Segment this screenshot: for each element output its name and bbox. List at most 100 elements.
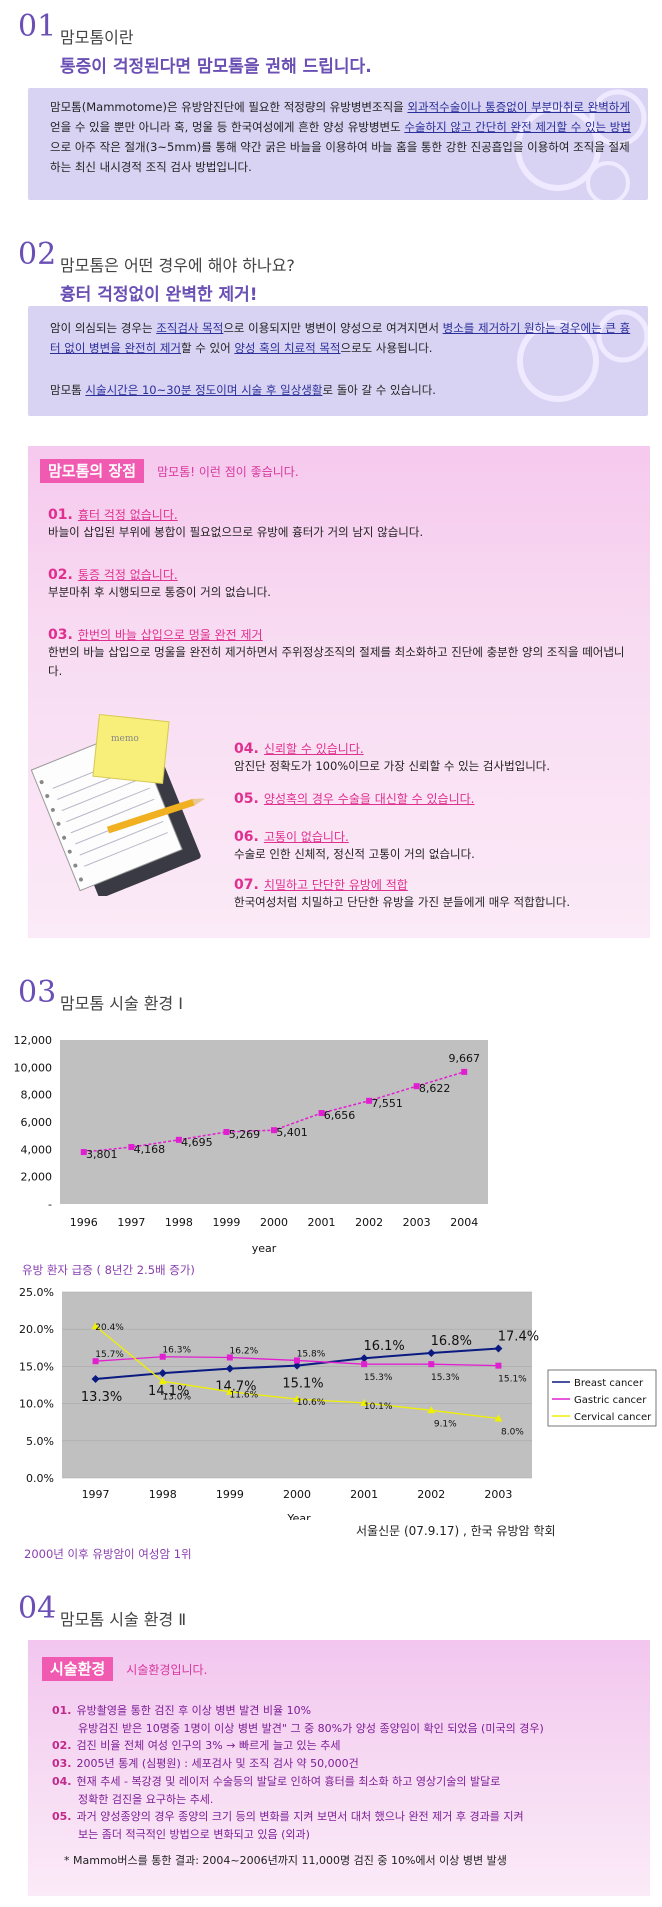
data-point [360, 1398, 369, 1406]
data-label: 13.0% [162, 1392, 191, 1402]
section-04-number: 04 [18, 1591, 57, 1626]
advantage-desc: 수술로 인한 신체적, 정신적 고통이 거의 없습니다. [234, 847, 475, 861]
section-03-number: 03 [18, 975, 57, 1010]
data-point [80, 1149, 87, 1156]
data-point [92, 1358, 99, 1365]
data-point [427, 1349, 436, 1358]
plot-area [62, 1292, 532, 1478]
environment-item-subtext: 정확한 검진을 요구하는 추세. [78, 1793, 214, 1806]
environment-item-subtext: 유방검진 받은 10명중 1명이 이상 병변 발견" 그 중 80%가 양성 종… [78, 1722, 544, 1735]
data-point [128, 1144, 135, 1151]
data-point [318, 1110, 325, 1117]
x-tick-label: 2004 [450, 1216, 478, 1229]
data-label: 15.3% [364, 1373, 393, 1383]
section-01-paragraph: 맘모톰(Mammotome)은 유방암진단에 필요한 적정량의 유방병변조직을 … [50, 100, 631, 174]
environment-panel: 시술환경 시술환경입니다. 01. 유방촬영을 통한 검진 후 이상 병변 발견 … [28, 1640, 650, 1896]
y-tick-label: 15.0% [19, 1360, 54, 1373]
advantage-desc: 암진단 정확도가 100%이므로 가장 신뢰할 수 있는 검사법입니다. [234, 759, 551, 773]
y-tick-label: - [48, 1198, 52, 1211]
data-point [427, 1406, 436, 1414]
environment-list: 01. 유방촬영을 통한 검진 후 이상 병변 발견 비율 10% 유방검진 받은 … [52, 1702, 642, 1843]
environment-item-text: 현재 추세 - 복강경 및 레이저 수술등의 발달로 인하여 흉터를 최소화 하… [76, 1775, 501, 1788]
plot-area [60, 1040, 488, 1204]
data-label: 4,695 [181, 1136, 213, 1149]
environment-tag-desc: 시술환경입니다. [126, 1663, 208, 1677]
data-label: 9,667 [448, 1052, 480, 1065]
data-label: 8.0% [501, 1427, 524, 1437]
x-tick-label: 1999 [212, 1216, 240, 1229]
environment-header: 시술환경 시술환경입니다. [42, 1657, 208, 1681]
data-point [494, 1414, 503, 1422]
advantage-item-4: 04. 신뢰할 수 있습니다. 암진단 정확도가 100%이므로 가장 신뢰할 … [234, 738, 644, 776]
data-point [158, 1369, 167, 1378]
advantages-header: 맘모톰의 장점 맘모톰! 이런 점이 좋습니다. [40, 459, 299, 483]
data-label: 5,401 [276, 1126, 308, 1139]
data-label: 15.7% [95, 1350, 124, 1360]
data-point [158, 1377, 167, 1385]
data-point [223, 1128, 230, 1135]
environment-item-text: 검진 비율 전체 여성 인구의 3% → 빠르게 늘고 있는 추세 [76, 1739, 341, 1752]
section-02-title: 맘모톰은 어떤 경우에 해야 하나요? [60, 256, 295, 275]
y-tick-label: 4,000 [21, 1143, 53, 1156]
cancer-ratio-chart: 25.0% 20.0% 15.0% 10.0% 5.0% 0.0% 1997 1998 1999… [19, 1286, 657, 1520]
advantage-desc: 바늘이 삽입된 부위에 봉합이 필요없으므로 유방에 흉터가 거의 남지 않습니… [48, 525, 424, 539]
y-tick-label: 5.0% [26, 1435, 54, 1448]
data-point [175, 1136, 182, 1143]
y-tick-label: 25.0% [19, 1286, 54, 1299]
data-label: 9.1% [434, 1419, 457, 1429]
advantage-number: 07. [234, 877, 259, 893]
environment-note: * Mammo버스를 통한 결과: 2004~2006년까지 11,000명 검… [64, 1854, 507, 1867]
data-label: 3,801 [86, 1148, 118, 1161]
data-label: 11.6% [230, 1391, 259, 1401]
environment-item-number: 02. [52, 1739, 72, 1752]
advantage-title: 흉터 걱정 없습니다. [77, 508, 178, 522]
section-02-box: 암이 의심되는 경우는 조직검사 목적으로 이용되지만 병변이 양성으로 여겨지… [28, 306, 648, 416]
advantage-title: 양성혹의 경우 수술을 대신할 수 있습니다. [263, 792, 475, 806]
data-label: 20.4% [95, 1323, 124, 1333]
environment-item: 05. 과거 양성종양의 경우 종양의 크기 등의 변화를 지켜 보면서 대처 했… [52, 1808, 642, 1825]
y-tick-label: 6,000 [21, 1116, 53, 1129]
advantage-item-2: 02. 통증 걱정 없습니다. 부분마취 후 시행되므로 통증이 거의 없습니다… [48, 564, 638, 602]
chart2-caption: 2000년 이후 유방암이 여성암 1위 [24, 1547, 192, 1561]
patient-count-chart: 12,000 10,000 8,000 6,000 4,000 2,000 - 1996 199… [14, 1034, 488, 1255]
memo-label: memo [111, 734, 139, 744]
y-tick-label: 0.0% [26, 1472, 54, 1485]
section-01-subtitle: 통증이 걱정된다면 맘모톰을 권해 드립니다. [60, 57, 372, 77]
data-point [361, 1361, 368, 1368]
data-label: 5,269 [229, 1128, 261, 1141]
section-02-subtitle: 흉터 걱정없이 완벽한 제거! [60, 285, 258, 305]
advantage-item-1: 01. 흉터 걱정 없습니다. 바늘이 삽입된 부위에 봉합이 필요없으므로 유… [48, 504, 638, 542]
data-label: 14.1% [148, 1384, 189, 1399]
data-label: 15.1% [498, 1375, 527, 1385]
environment-item: 01. 유방촬영을 통한 검진 후 이상 병변 발견 비율 10% [52, 1702, 642, 1719]
data-label: 16.2% [230, 1346, 259, 1356]
data-label: 10.1% [364, 1402, 393, 1412]
data-point [413, 1083, 420, 1090]
environment-item-number: 05. [52, 1810, 72, 1823]
data-point [271, 1127, 277, 1134]
section-01-number: 01 [18, 9, 57, 44]
x-tick-label: 2003 [484, 1488, 512, 1501]
environment-item-text: 유방촬영을 통한 검진 후 이상 병변 발견 비율 10% [76, 1704, 312, 1717]
environment-tag: 시술환경 [42, 1657, 114, 1681]
notebook-memo-illustration: memo [30, 713, 205, 896]
data-point [91, 1375, 100, 1384]
data-point [159, 1353, 166, 1360]
environment-item-number: 03. [52, 1757, 72, 1770]
advantage-title: 통증 걱정 없습니다. [77, 568, 178, 582]
data-point [494, 1344, 503, 1353]
x-tick-label: 2003 [403, 1216, 431, 1229]
data-label: 15.3% [431, 1373, 460, 1383]
data-point [360, 1354, 369, 1363]
advantage-number: 01. [48, 507, 73, 523]
data-point [226, 1354, 233, 1361]
data-label: 17.4% [498, 1330, 539, 1345]
advantage-item-7: 07. 치밀하고 단단한 유방에 적합 한국여성처럼 치밀하고 단단한 유방을 … [234, 874, 644, 912]
section-02-paragraph-2: 맘모톰 시술시간은 10~30분 정도이며 시술 후 일상생활로 돌아 갈 수 … [50, 383, 436, 397]
data-point [293, 1361, 301, 1370]
x-tick-label: 1999 [216, 1488, 244, 1501]
advantage-desc: 한번의 바늘 삽입으로 멍울을 완전히 제거하면서 주위정상조직의 절제를 최소… [48, 645, 625, 678]
y-tick-label: 12,000 [14, 1034, 53, 1047]
chart2-source: 서울신문 (07.9.17) , 한국 유방암 학회 [356, 1524, 556, 1538]
environment-item-text: 2005년 통계 (심평원) : 세포검사 및 조직 검사 약 50,000건 [76, 1757, 359, 1770]
